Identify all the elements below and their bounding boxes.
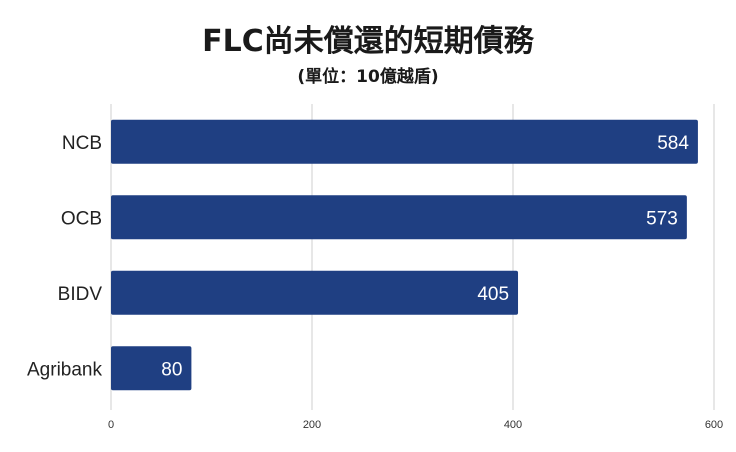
value-label-agribank: 80 <box>161 359 182 380</box>
x-tick-label-400: 400 <box>504 419 522 431</box>
value-label-bidv: 405 <box>477 284 509 305</box>
value-label-ocb: 573 <box>646 208 678 229</box>
bar-bidv <box>111 270 519 315</box>
chart-subtitle: (單位：10億越盾) <box>297 67 439 87</box>
category-label-ncb: NCB <box>62 133 102 154</box>
x-tick-label-600: 600 <box>705 419 723 431</box>
x-tick-label-0: 0 <box>108 419 114 431</box>
bar-ocb <box>111 195 687 240</box>
category-label-agribank: Agribank <box>27 359 102 380</box>
bar-ncb <box>111 119 698 164</box>
chart-title: FLC尚未償還的短期債務 <box>202 24 534 59</box>
bar-agribank <box>111 346 192 391</box>
category-label-ocb: OCB <box>61 208 102 229</box>
category-label-bidv: BIDV <box>58 284 103 305</box>
value-label-ncb: 584 <box>657 133 689 154</box>
x-tick-label-200: 200 <box>303 419 321 431</box>
